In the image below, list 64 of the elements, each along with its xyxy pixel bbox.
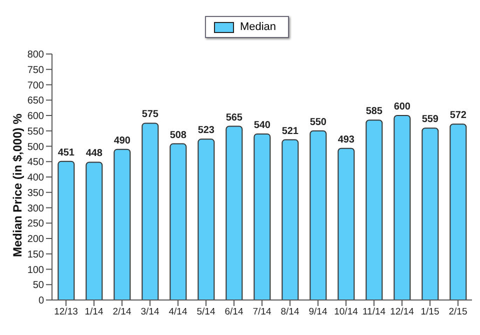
data-label: 451 bbox=[58, 147, 75, 158]
y-tick-label: 650 bbox=[27, 96, 44, 107]
x-tick-label: 8/14 bbox=[280, 306, 300, 318]
data-label: 523 bbox=[198, 125, 215, 136]
y-tick-label: 600 bbox=[27, 111, 44, 122]
x-tick-label: 9/14 bbox=[308, 306, 328, 318]
bar bbox=[170, 143, 187, 300]
x-tick-label: 4/14 bbox=[168, 306, 188, 318]
legend-label: Median bbox=[238, 21, 276, 33]
y-tick-label: 250 bbox=[27, 218, 44, 230]
data-label: 521 bbox=[282, 126, 299, 137]
data-label: 559 bbox=[422, 114, 439, 126]
x-tick-label: 2/15 bbox=[448, 306, 468, 318]
bar bbox=[198, 138, 215, 300]
y-tick-label: 150 bbox=[27, 249, 44, 260]
x-tick-label: 2/14 bbox=[112, 306, 132, 318]
y-tick-label: 800 bbox=[27, 50, 44, 61]
data-label: 572 bbox=[450, 110, 467, 122]
y-tick-label: 500 bbox=[27, 142, 44, 153]
x-tick-label: 5/14 bbox=[196, 306, 216, 318]
data-label: 565 bbox=[226, 112, 243, 124]
bar bbox=[254, 133, 271, 300]
bar bbox=[86, 162, 103, 300]
x-tick-label: 6/14 bbox=[224, 306, 244, 318]
data-label: 540 bbox=[254, 120, 271, 131]
y-tick-label: 300 bbox=[27, 203, 44, 214]
bar bbox=[310, 130, 327, 300]
y-tick-label: 350 bbox=[27, 188, 44, 199]
x-tick-label: 1/15 bbox=[420, 306, 440, 318]
bar bbox=[226, 126, 243, 300]
y-axis-title: Median Price (in $,000) % bbox=[10, 113, 24, 257]
y-tick-label: 450 bbox=[27, 157, 44, 168]
y-tick-label: 50 bbox=[32, 280, 44, 292]
bar bbox=[394, 115, 411, 300]
data-label: 550 bbox=[310, 116, 327, 128]
x-tick-label: 10/14 bbox=[334, 306, 358, 318]
x-tick-label: 3/14 bbox=[140, 306, 160, 318]
bar bbox=[422, 128, 439, 300]
bar bbox=[114, 148, 131, 300]
x-tick-label: 11/14 bbox=[362, 306, 386, 318]
y-tick-label: 550 bbox=[27, 126, 44, 138]
x-tick-label: 12/14 bbox=[390, 306, 414, 318]
y-tick-label: 400 bbox=[27, 172, 44, 184]
data-label: 585 bbox=[366, 106, 383, 118]
bar bbox=[338, 148, 355, 300]
y-tick-label: 750 bbox=[27, 64, 44, 76]
bar bbox=[450, 124, 467, 300]
data-label: 490 bbox=[114, 135, 131, 146]
x-tick-label: 1/14 bbox=[84, 306, 104, 318]
bar bbox=[282, 139, 299, 300]
y-tick-label: 200 bbox=[27, 234, 44, 246]
x-tick-label: 7/14 bbox=[252, 306, 272, 318]
x-tick-label: 12/13 bbox=[54, 306, 78, 318]
data-label: 493 bbox=[338, 134, 355, 146]
data-label: 600 bbox=[394, 102, 411, 112]
data-label: 508 bbox=[170, 130, 187, 141]
y-tick-label: 0 bbox=[38, 296, 44, 307]
data-label: 448 bbox=[86, 148, 103, 160]
bar bbox=[58, 160, 75, 300]
y-tick-label: 100 bbox=[27, 264, 44, 276]
y-tick-label: 700 bbox=[27, 80, 44, 92]
data-label: 575 bbox=[142, 109, 159, 120]
bar bbox=[366, 120, 383, 300]
bar bbox=[142, 122, 159, 300]
